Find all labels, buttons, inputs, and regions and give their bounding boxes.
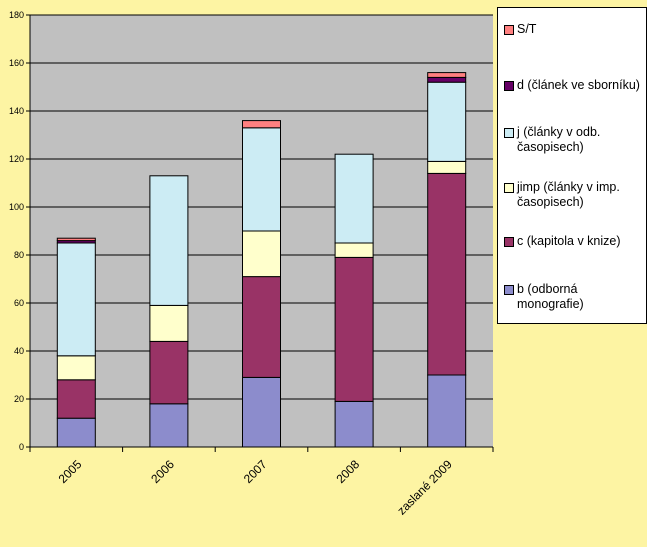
y-tick-label: 140 xyxy=(9,106,24,116)
bar-segment-c xyxy=(56,379,96,419)
bar-segment-st xyxy=(242,120,281,129)
legend-label-d: d (článek ve sborníku) xyxy=(517,78,640,92)
legend-item-c: c (kapitola v knize) xyxy=(504,234,644,249)
y-tick-label: 100 xyxy=(9,202,24,212)
y-tick-label: 80 xyxy=(14,250,24,260)
legend-item-d: d (článek ve sborníku) xyxy=(504,78,644,93)
legend-item-jimp: jimp (články v imp. časopisech) xyxy=(504,180,644,210)
y-tick-label: 160 xyxy=(9,58,24,68)
bar-segment-st xyxy=(56,237,96,242)
legend-swatch-j xyxy=(504,128,514,138)
bar-segment-j xyxy=(242,127,281,232)
y-tick-label: 120 xyxy=(9,154,24,164)
x-tick-label: 2005 xyxy=(56,457,85,486)
bar-segment-c xyxy=(242,276,281,378)
x-tick-label: zaslané 2009 xyxy=(394,457,455,518)
bar-segment-b xyxy=(334,400,374,448)
legend-label-c: c (kapitola v knize) xyxy=(517,234,621,248)
bar-segment-jimp xyxy=(149,304,189,342)
legend-item-b: b (odborná monografie) xyxy=(504,282,644,312)
legend-label-jimp: jimp (články v imp. časopisech) xyxy=(517,180,620,209)
bar-segment-b xyxy=(242,376,281,448)
bar-segment-c xyxy=(334,256,374,402)
y-tick-label: 60 xyxy=(14,298,24,308)
legend-item-st: S/T xyxy=(504,22,644,37)
bar-segment-st xyxy=(427,72,467,78)
legend-label-b: b (odborná monografie) xyxy=(517,282,584,311)
legend-swatch-b xyxy=(504,285,514,295)
y-tick-label: 180 xyxy=(9,10,24,20)
y-tick-label: 0 xyxy=(19,442,24,452)
bar-segment-jimp xyxy=(334,242,374,258)
bar-segment-b xyxy=(427,374,467,448)
legend-item-j: j (články v odb. časopisech) xyxy=(504,125,644,155)
bar-segment-jimp xyxy=(427,160,467,174)
bar-segment-c xyxy=(149,340,189,405)
y-tick-label: 20 xyxy=(14,394,24,404)
bar-segment-b xyxy=(149,403,189,448)
x-tick-label: 2008 xyxy=(333,457,362,486)
legend-swatch-d xyxy=(504,81,514,91)
legend-label-j: j (články v odb. časopisech) xyxy=(517,125,601,154)
bar-segment-j xyxy=(56,242,96,357)
bar-segment-j xyxy=(427,81,467,162)
bar-segment-b xyxy=(56,417,96,448)
legend-swatch-st xyxy=(504,25,514,35)
legend-swatch-jimp xyxy=(504,183,514,193)
chart-legend: S/T d (článek ve sborníku) j (články v o… xyxy=(497,7,647,324)
bar-segment-d xyxy=(427,76,467,83)
x-tick-label: 2007 xyxy=(241,457,270,486)
x-tick-label: 2006 xyxy=(148,457,177,486)
bar-segment-jimp xyxy=(242,230,281,278)
bar-segment-j xyxy=(334,153,374,244)
bar-segment-jimp xyxy=(56,355,96,381)
legend-swatch-c xyxy=(504,237,514,247)
bar-segment-c xyxy=(427,172,467,376)
y-tick-label: 40 xyxy=(14,346,24,356)
legend-label-st: S/T xyxy=(517,22,537,36)
bar-segment-j xyxy=(149,175,189,306)
